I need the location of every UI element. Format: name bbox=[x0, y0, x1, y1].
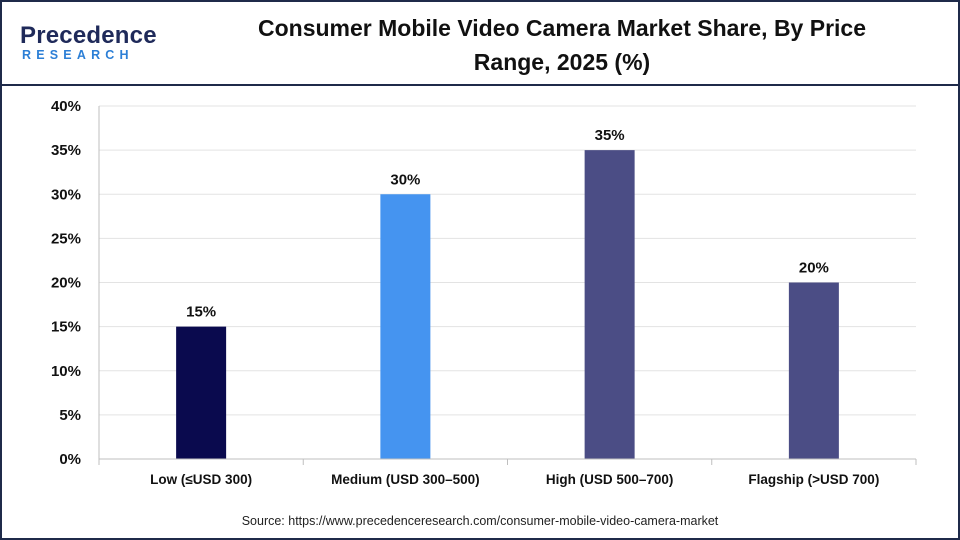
y-tick-label: 25% bbox=[51, 230, 81, 247]
chart-title-line-2: Range, 2025 (%) bbox=[473, 49, 651, 75]
y-tick-label: 10% bbox=[51, 363, 81, 380]
bar bbox=[176, 326, 227, 459]
chart-title-line-1: Consumer Mobile Video Camera Market Shar… bbox=[257, 15, 867, 41]
y-tick-label: 0% bbox=[59, 451, 81, 468]
y-tick-label: 20% bbox=[51, 275, 81, 292]
logo-subtitle: RESEARCH bbox=[22, 48, 134, 62]
bar bbox=[380, 194, 431, 459]
bar-value-labels: 15% 30% 35% 20% bbox=[186, 127, 829, 321]
header: Precedence RESEARCH Consumer Mobile Vide… bbox=[2, 2, 958, 86]
y-tick-label: 30% bbox=[51, 186, 81, 203]
bar bbox=[584, 150, 635, 459]
x-tick-label: Flagship (>USD 700) bbox=[748, 472, 879, 487]
bar-value-label: 15% bbox=[186, 304, 216, 321]
precedence-research-logo: Precedence RESEARCH bbox=[20, 22, 170, 66]
x-tick-label: High (USD 500–700) bbox=[546, 472, 674, 487]
y-tick-label: 5% bbox=[59, 407, 81, 424]
x-tick-label: Medium (USD 300–500) bbox=[331, 472, 480, 487]
y-tick-label: 15% bbox=[51, 319, 81, 336]
y-axis-tick-labels: 0% 5% 10% 15% 20% 25% 30% 35% 40% bbox=[51, 98, 81, 468]
bar-value-label: 30% bbox=[390, 171, 420, 188]
source-note: Source: https://www.precedenceresearch.c… bbox=[241, 514, 719, 528]
y-tick-label: 40% bbox=[51, 98, 81, 115]
bar-value-label: 35% bbox=[595, 127, 625, 144]
x-axis-tick-labels: Low (≤USD 300) Medium (USD 300–500) High (… bbox=[150, 472, 879, 487]
bar bbox=[788, 282, 839, 459]
x-tick-label: Low (≤USD 300) bbox=[150, 472, 252, 487]
bar-chart: 0% 5% 10% 15% 20% 25% 30% 35% 40% 15% 30% 35% 20% L… bbox=[51, 98, 917, 487]
logo-wordmark: Precedence bbox=[20, 22, 157, 49]
y-tick-label: 35% bbox=[51, 142, 81, 159]
bar-value-label: 20% bbox=[799, 260, 829, 277]
axes bbox=[98, 106, 917, 465]
bars bbox=[176, 150, 839, 459]
gridlines bbox=[99, 105, 916, 416]
chart-title: Consumer Mobile Video Camera Market Shar… bbox=[202, 11, 922, 79]
